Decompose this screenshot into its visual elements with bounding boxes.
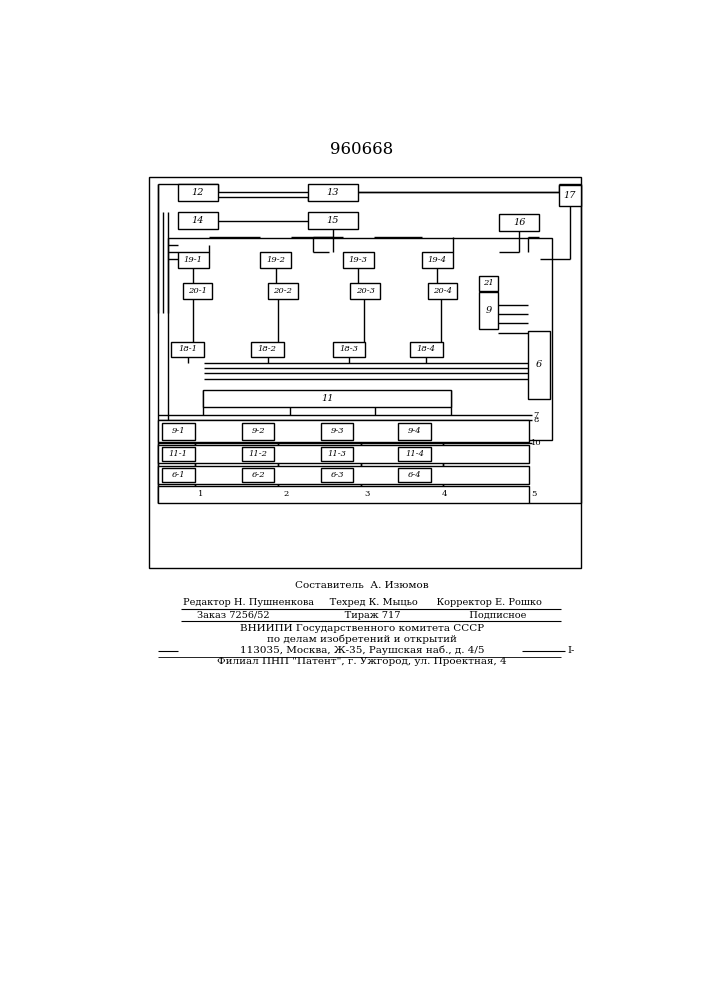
Bar (183, 283, 212, 299)
Bar (162, 447, 194, 461)
Text: 11-3: 11-3 (327, 450, 346, 458)
Text: 18-4: 18-4 (416, 345, 436, 353)
Bar (149, 177, 581, 568)
Bar (162, 468, 194, 482)
Bar (158, 445, 529, 463)
Text: Составитель  А. Изюмов: Составитель А. Изюмов (295, 581, 428, 590)
Bar (158, 486, 529, 503)
Text: 9-3: 9-3 (330, 427, 344, 435)
Text: 17: 17 (563, 191, 576, 200)
Bar (242, 468, 274, 482)
Bar (499, 214, 539, 231)
Text: 5: 5 (532, 490, 537, 498)
Text: 19-1: 19-1 (184, 256, 202, 264)
Bar (398, 468, 431, 482)
Bar (203, 390, 451, 407)
Bar (398, 423, 431, 440)
Bar (332, 342, 365, 357)
Bar (479, 276, 498, 291)
Bar (321, 468, 354, 482)
Bar (177, 212, 218, 229)
Text: 9-4: 9-4 (408, 427, 421, 435)
Text: 13: 13 (327, 188, 339, 197)
Text: I-: I- (567, 646, 575, 655)
Text: 6-4: 6-4 (408, 471, 421, 479)
Text: 7: 7 (534, 411, 539, 419)
Text: 20-3: 20-3 (356, 287, 375, 295)
Text: 9: 9 (486, 306, 492, 315)
Text: 12: 12 (192, 188, 204, 197)
Bar (351, 283, 380, 299)
Text: ВНИИПИ Государственного комитета СССР: ВНИИПИ Государственного комитета СССР (240, 624, 484, 633)
Text: 9-2: 9-2 (251, 427, 265, 435)
Text: по делам изобретений и открытий: по делам изобретений и открытий (267, 635, 457, 645)
Text: 8: 8 (534, 416, 539, 424)
Text: 18-3: 18-3 (339, 345, 358, 353)
Bar (177, 252, 209, 268)
Text: 14: 14 (192, 216, 204, 225)
Text: 9-1: 9-1 (172, 427, 185, 435)
Bar (171, 342, 204, 357)
Bar (321, 447, 354, 461)
Text: 2: 2 (284, 490, 288, 498)
Text: 1: 1 (198, 490, 204, 498)
Bar (251, 342, 284, 357)
Text: 6: 6 (535, 360, 542, 369)
Text: 6-1: 6-1 (172, 471, 185, 479)
Text: 113035, Москва, Ж-35, Раушская наб., д. 4/5: 113035, Москва, Ж-35, Раушская наб., д. … (240, 646, 484, 655)
Bar (268, 283, 298, 299)
Text: 18-2: 18-2 (258, 345, 277, 353)
Text: 19-4: 19-4 (428, 256, 447, 264)
Bar (168, 238, 552, 440)
Bar (410, 342, 443, 357)
Text: 19-2: 19-2 (267, 256, 286, 264)
Text: 20-1: 20-1 (188, 287, 207, 295)
Text: 11-2: 11-2 (249, 450, 268, 458)
Bar (421, 252, 452, 268)
Text: 11-1: 11-1 (169, 450, 188, 458)
Text: 11: 11 (321, 394, 333, 403)
Text: Редактор Н. Пушненкова     Техред К. Мыцьо      Корректор Е. Рошко: Редактор Н. Пушненкова Техред К. Мыцьо К… (182, 598, 542, 607)
Bar (321, 423, 354, 440)
Text: Заказ 7256/52                        Тираж 717                      Подписное: Заказ 7256/52 Тираж 717 Подписное (197, 611, 527, 620)
Text: 20-2: 20-2 (274, 287, 293, 295)
Bar (398, 447, 431, 461)
Text: 11-4: 11-4 (405, 450, 424, 458)
Text: 20-4: 20-4 (433, 287, 452, 295)
Bar (343, 252, 373, 268)
Bar (242, 423, 274, 440)
Text: 10: 10 (531, 439, 542, 447)
Text: 3: 3 (365, 490, 370, 498)
Bar (162, 423, 194, 440)
Text: 6-3: 6-3 (330, 471, 344, 479)
Bar (308, 184, 358, 201)
Text: 21: 21 (484, 279, 494, 287)
Bar (308, 212, 358, 229)
Bar (242, 447, 274, 461)
Text: 960668: 960668 (330, 141, 394, 158)
Bar (428, 283, 457, 299)
Bar (559, 185, 580, 206)
Text: 6-2: 6-2 (251, 471, 265, 479)
Text: 16: 16 (513, 218, 525, 227)
Text: 15: 15 (327, 216, 339, 225)
Text: 18-1: 18-1 (178, 345, 197, 353)
Bar (528, 331, 549, 399)
Bar (158, 466, 529, 484)
Bar (260, 252, 291, 268)
Bar (177, 184, 218, 201)
Text: 4: 4 (442, 490, 448, 498)
Bar (479, 292, 498, 329)
Text: Филиал ПНП "Патент", г. Ужгород, ул. Проектная, 4: Филиал ПНП "Патент", г. Ужгород, ул. Про… (217, 657, 507, 666)
Text: 19-3: 19-3 (349, 256, 368, 264)
Bar (158, 420, 529, 442)
